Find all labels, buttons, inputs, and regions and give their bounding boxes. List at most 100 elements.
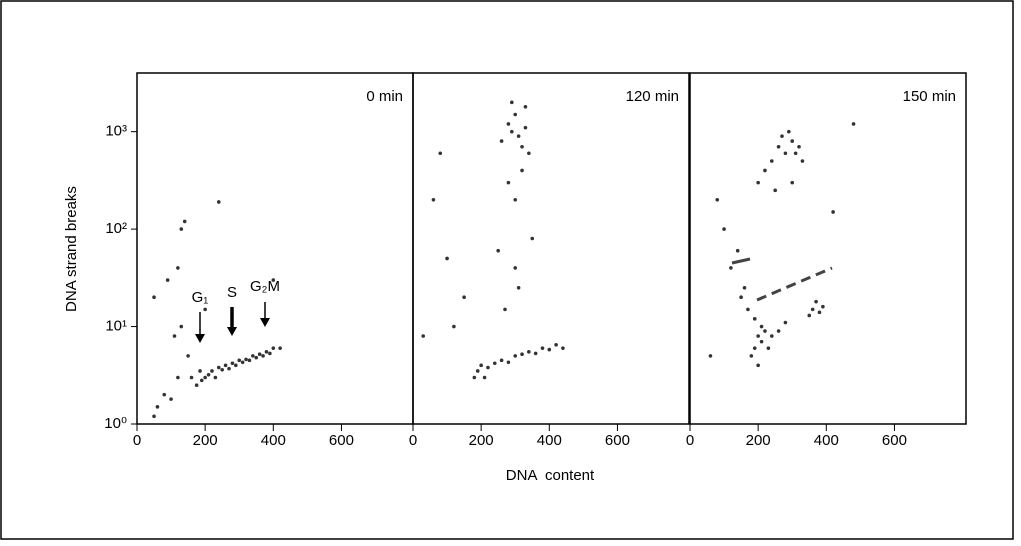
point [261,354,265,358]
point [503,307,507,312]
point [763,329,767,333]
point [264,350,269,354]
point [203,375,207,380]
point [482,375,487,380]
point [752,346,757,350]
point [271,346,276,350]
point [462,295,466,300]
point [851,122,856,126]
point [172,334,177,338]
point [182,219,187,224]
x-tick-label: 400 [261,432,286,449]
point [810,307,815,312]
point [520,144,524,149]
x-axis-label: DNA content [506,467,595,484]
point [752,317,757,321]
point [254,355,259,360]
point [492,361,497,366]
x-tick-label: 600 [882,432,907,449]
point [540,346,545,350]
point [176,375,180,380]
point [516,285,521,290]
point [513,266,518,270]
point [237,358,242,363]
point [179,324,184,329]
point [421,334,426,338]
point [227,366,231,371]
point [199,378,204,383]
point [152,295,156,300]
panel-title: 150 min [903,88,956,105]
point [445,256,449,261]
annotation: G₂M [250,278,280,295]
point [513,197,518,202]
point [787,129,791,134]
point [708,354,713,358]
point [756,180,760,185]
point [776,144,781,149]
point [773,188,777,193]
point [749,354,754,358]
point [479,363,483,368]
point [756,334,760,338]
point [756,363,760,368]
point [523,104,528,109]
point [271,278,276,282]
point [797,144,801,149]
x-tick-label: 200 [193,432,218,449]
point [715,197,720,202]
point [790,180,795,185]
point [821,304,825,309]
point [486,365,490,370]
point [506,122,511,126]
panel-title: 120 min [626,88,679,105]
point [527,151,531,156]
x-tick-label: 400 [814,432,839,449]
point [230,361,235,366]
point [203,307,207,312]
panel-frame [136,72,414,425]
point [530,236,535,241]
arrow-head [227,327,237,336]
point [268,351,272,356]
x-tick-label: 0 [686,432,694,449]
point [194,383,199,388]
point [244,357,248,362]
point [216,365,221,370]
point [247,358,252,363]
annotation: S [227,284,237,301]
point [162,392,167,397]
point [513,354,518,358]
y-tick-label: 10³ [105,123,127,140]
x-tick-label: 600 [605,432,630,449]
point [220,367,224,372]
point [216,200,221,204]
x-tick-label: 200 [746,432,771,449]
point [759,324,764,329]
point [251,354,255,358]
y-axis-label: DNA strand breaks [63,186,80,312]
point [186,354,190,358]
gate-line [756,266,833,302]
x-tick-label: 0 [133,432,141,449]
point [817,310,822,315]
point [516,134,521,138]
point [800,159,805,163]
point [793,151,798,156]
point [510,100,514,105]
point [780,134,784,138]
point [506,180,511,185]
x-tick-label: 600 [329,432,354,449]
point [234,363,238,368]
point [554,342,558,347]
point [729,266,733,270]
point [240,360,245,365]
point [807,313,812,318]
panel-title: 0 min [366,88,403,105]
point [739,295,743,300]
point [814,299,818,304]
point [223,363,228,368]
point [766,346,771,350]
point [746,307,750,312]
